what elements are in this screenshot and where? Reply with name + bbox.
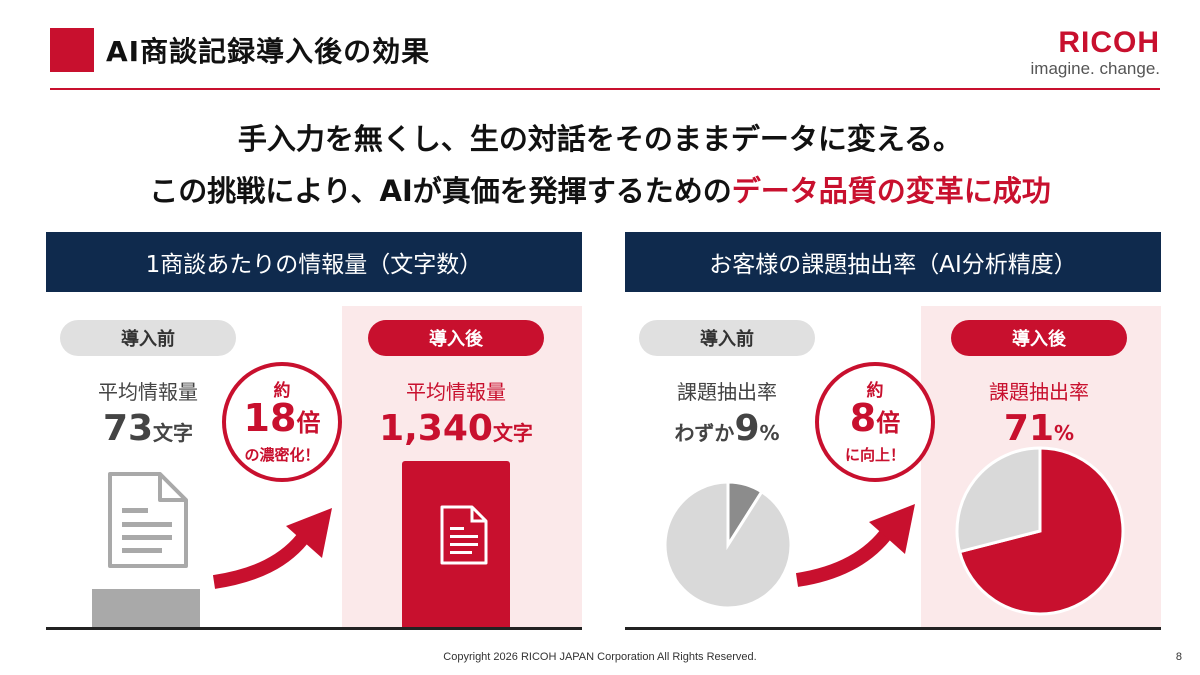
before-unit: 文字 bbox=[153, 421, 194, 445]
after-unit: % bbox=[1054, 421, 1075, 445]
after-label: 平均情報量 bbox=[406, 380, 506, 404]
multiplier-value: 8倍 bbox=[819, 398, 931, 443]
after-tag: 導入後 bbox=[368, 320, 544, 356]
after-unit: 文字 bbox=[492, 421, 533, 445]
page-title: AI商談記録導入後の効果 bbox=[106, 35, 431, 68]
multiplier-unit: 倍 bbox=[876, 409, 901, 437]
brand-tagline: imagine. change. bbox=[1030, 59, 1160, 78]
panel-information-volume: 1商談あたりの情報量（文字数） 導入前 導入後 平均情報量 73文字 平均情報量… bbox=[46, 232, 582, 630]
copyright: Copyright 2026 RICOH JAPAN Corporation A… bbox=[443, 651, 757, 663]
document-icon bbox=[440, 505, 488, 565]
pie-slice bbox=[663, 480, 793, 610]
panel-extraction-rate: お客様の課題抽出率（AI分析精度） 導入前 導入後 課題抽出率 わずか9% 課題… bbox=[625, 232, 1161, 630]
after-value: 1,340文字 bbox=[362, 408, 550, 449]
baseline bbox=[46, 627, 582, 630]
multiplier-badge: 約 8倍 に向上！ bbox=[815, 362, 935, 482]
multiplier-badge: 約 18倍 の濃密化！ bbox=[222, 362, 342, 482]
before-tag: 導入前 bbox=[60, 320, 236, 356]
title-mark bbox=[50, 28, 100, 78]
arrow-icon bbox=[212, 508, 332, 589]
brand-name: RICOH bbox=[1058, 26, 1160, 59]
multiplier-value: 18倍 bbox=[226, 398, 338, 443]
before-label: 課題抽出率 bbox=[677, 380, 777, 404]
pie-chart-after bbox=[955, 446, 1125, 616]
after-label: 課題抽出率 bbox=[989, 380, 1089, 404]
before-number: 9 bbox=[734, 408, 760, 449]
before-number: 73 bbox=[102, 408, 154, 449]
arrow-icon bbox=[795, 504, 915, 587]
before-value: わずか9% bbox=[639, 408, 815, 449]
before-value: 73文字 bbox=[60, 408, 236, 449]
headline-line-2: この挑戦により、AIが真価を発揮するためのデータ品質の変革に成功 bbox=[0, 168, 1200, 210]
panel-heading: 1商談あたりの情報量（文字数） bbox=[46, 232, 582, 292]
headline-line-2-prefix: この挑戦により、AIが真価を発揮するための bbox=[149, 174, 732, 208]
multiplier-number: 18 bbox=[243, 396, 297, 440]
title-mark-corner bbox=[82, 60, 94, 72]
multiplier-number: 8 bbox=[849, 396, 877, 440]
multiplier-caption: に向上！ bbox=[844, 446, 905, 464]
pie-chart-before bbox=[663, 480, 793, 610]
before-tag: 導入前 bbox=[639, 320, 815, 356]
bar-before bbox=[92, 589, 200, 627]
after-number: 1,340 bbox=[379, 408, 493, 449]
page-number: 8 bbox=[1175, 651, 1182, 663]
multiplier-caption: の濃密化！ bbox=[244, 446, 320, 464]
baseline bbox=[625, 627, 1161, 630]
before-prefix: わずか bbox=[674, 421, 735, 445]
header-divider bbox=[50, 88, 1160, 90]
before-label: 平均情報量 bbox=[98, 380, 198, 404]
ricoh-logo: RICOH imagine. change. bbox=[1031, 28, 1160, 80]
document-icon bbox=[108, 472, 188, 568]
multiplier-unit: 倍 bbox=[296, 409, 321, 437]
headline-line-1: 手入力を無くし、生の対話をそのままデータに変える。 bbox=[237, 122, 963, 156]
before-unit: % bbox=[759, 421, 780, 445]
headline-line-2-accent: データ品質の変革に成功 bbox=[731, 174, 1051, 208]
multiplier-prefix: 約 bbox=[866, 381, 884, 401]
pie-slice bbox=[955, 446, 1042, 554]
after-number: 71 bbox=[1003, 408, 1055, 449]
after-value: 71% bbox=[951, 408, 1127, 449]
bar-after bbox=[402, 461, 510, 627]
multiplier-prefix: 約 bbox=[273, 381, 291, 401]
after-tag: 導入後 bbox=[951, 320, 1127, 356]
panel-heading: お客様の課題抽出率（AI分析精度） bbox=[625, 232, 1161, 292]
